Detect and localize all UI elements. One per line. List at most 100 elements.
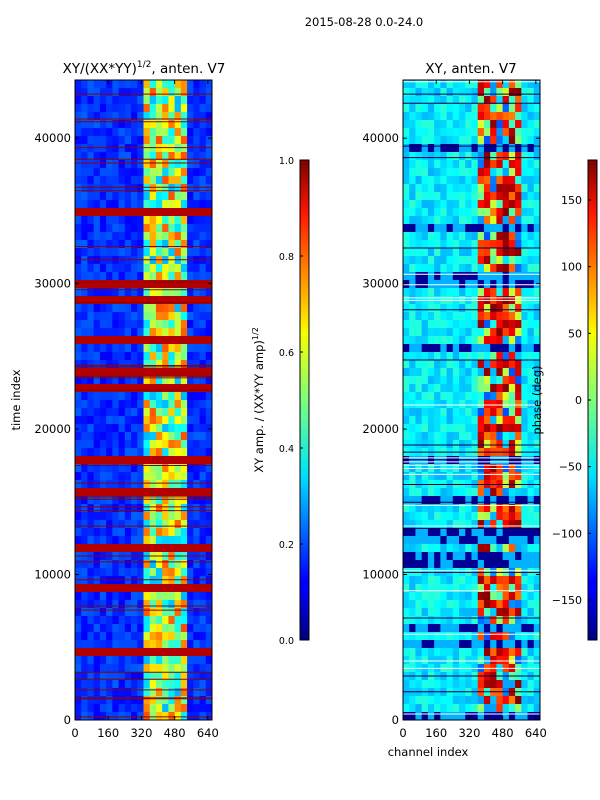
heatmap-cell xyxy=(187,656,194,665)
heatmap-cell xyxy=(490,408,497,417)
heatmap-cell xyxy=(515,200,522,209)
heatmap-cell xyxy=(459,712,466,721)
heatmap-cell xyxy=(149,80,157,89)
heatmap-cell xyxy=(137,192,144,201)
heatmap-cell xyxy=(446,160,454,169)
heatmap-cell xyxy=(106,208,113,217)
heatmap-cell xyxy=(471,80,479,89)
heatmap-cell xyxy=(440,592,447,601)
heatmap-cell xyxy=(199,624,207,633)
heatmap-cell xyxy=(459,328,466,337)
heatmap-cell xyxy=(409,336,416,345)
heatmap-cell xyxy=(483,696,491,705)
heatmap-cell xyxy=(434,624,441,633)
heatmap-cell xyxy=(149,432,157,441)
heatmap-cell xyxy=(174,432,182,441)
heatmap-cell xyxy=(137,144,144,153)
heatmap-cell xyxy=(508,224,516,233)
heatmap-cell xyxy=(155,200,163,209)
heatmap-cell xyxy=(446,136,454,145)
heatmap-cell xyxy=(415,680,423,689)
heatmap-cell xyxy=(533,440,541,449)
heatmap-cell xyxy=(137,568,144,577)
heatmap-cell xyxy=(502,560,510,569)
heatmap-cell xyxy=(409,352,416,361)
heatmap-cell xyxy=(205,120,213,129)
heatmap-cell xyxy=(527,544,535,553)
heatmap-cell xyxy=(162,208,169,217)
heatmap-cell xyxy=(174,288,182,297)
heatmap-cell xyxy=(124,656,132,665)
heatmap-cell xyxy=(490,440,497,449)
heatmap-cell xyxy=(415,88,423,97)
heatmap-cell xyxy=(118,344,126,353)
heatmap-cell xyxy=(106,136,113,145)
heatmap-cell xyxy=(93,640,101,649)
heatmap-cell xyxy=(124,344,132,353)
heatmap-cell xyxy=(205,432,213,441)
heatmap-cell xyxy=(99,592,107,601)
heatmap-cell xyxy=(124,328,132,337)
heatmap-cell xyxy=(187,488,194,497)
heatmap-cell xyxy=(502,416,510,425)
heatmap-cell xyxy=(521,320,528,329)
heatmap-cell xyxy=(106,712,113,721)
x-tick-label: 480 xyxy=(492,726,514,740)
y-tick-label: 10000 xyxy=(362,568,399,582)
heatmap-cell xyxy=(471,88,479,97)
heatmap-cell xyxy=(409,184,416,193)
heatmap-cell xyxy=(490,312,497,321)
heatmap-cell xyxy=(409,696,416,705)
heatmap-cell xyxy=(187,464,194,473)
heatmap-cell xyxy=(149,296,157,305)
heatmap-cell xyxy=(149,568,157,577)
heatmap-cell xyxy=(137,632,144,641)
heatmap-cell xyxy=(452,528,460,537)
heatmap-cell xyxy=(187,224,194,233)
colorbar-tick-label: 0.8 xyxy=(279,252,294,263)
heatmap-cell xyxy=(162,560,169,569)
heatmap-cell xyxy=(471,608,479,617)
heatmap-cell xyxy=(521,304,528,313)
heatmap-cell xyxy=(440,544,447,553)
heatmap-cell xyxy=(521,368,528,377)
heatmap-cell xyxy=(155,272,163,281)
heatmap-cell xyxy=(174,280,182,289)
heatmap-cell xyxy=(440,536,447,545)
heatmap-cell xyxy=(93,112,101,121)
heatmap-cell xyxy=(124,184,132,193)
heatmap-cell xyxy=(75,496,82,505)
heatmap-cell xyxy=(434,544,441,553)
heatmap-cell xyxy=(515,208,522,217)
heatmap-cell xyxy=(508,528,516,537)
heatmap-cell xyxy=(483,488,491,497)
heatmap-cell xyxy=(174,320,182,329)
heatmap-cell xyxy=(427,696,435,705)
heatmap-cell xyxy=(187,264,194,273)
heatmap-cell xyxy=(149,528,157,537)
heatmap-cell xyxy=(409,640,416,649)
heatmap-cell xyxy=(162,536,169,545)
heatmap-cell xyxy=(409,304,416,313)
heatmap-cell xyxy=(205,416,213,425)
heatmap-cell xyxy=(180,336,188,345)
heatmap-cell xyxy=(87,320,95,329)
heatmap-cell xyxy=(421,584,429,593)
heatmap-cell xyxy=(81,312,88,321)
heatmap-cell xyxy=(533,376,541,385)
heatmap-cell xyxy=(143,480,151,489)
heatmap-cell xyxy=(459,624,466,633)
heatmap-cell xyxy=(124,704,132,713)
heatmap-cell xyxy=(434,496,441,505)
heatmap-cell xyxy=(490,400,497,409)
heatmap-cell xyxy=(502,648,510,657)
heatmap-cell xyxy=(452,416,460,425)
heatmap-cell xyxy=(533,504,541,513)
heatmap-cell xyxy=(118,560,126,569)
heatmap-cell xyxy=(521,80,528,89)
heatmap-cell xyxy=(459,320,466,329)
heatmap-cell xyxy=(162,88,169,97)
heatmap-cell xyxy=(75,400,82,409)
heatmap-cell xyxy=(131,184,138,193)
heatmap-cell xyxy=(168,448,176,457)
